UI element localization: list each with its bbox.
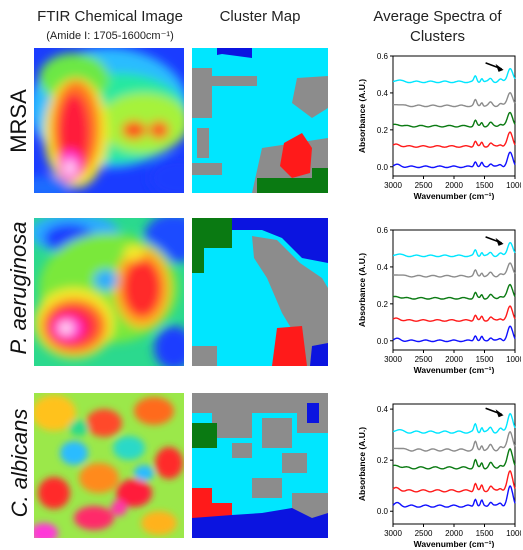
x-tick-label: 2000 [445,355,463,364]
y-tick-label: 0.4 [377,263,389,272]
spectrum-line [393,241,516,258]
y-tick-label: 0.4 [377,405,389,414]
row-label-mrsa: MRSA [6,89,31,153]
x-tick-label: 2000 [445,181,463,190]
x-tick-label: 2000 [445,529,463,538]
x-tick-label: 2500 [415,355,433,364]
x-tick-label: 3000 [384,355,402,364]
x-axis-label: Wavenumber (cm⁻¹) [414,365,495,374]
y-tick-label: 0.2 [377,456,389,465]
x-tick-label: 1500 [476,355,494,364]
arrow-head [495,409,504,418]
x-tick-label: 3000 [384,181,402,190]
y-tick-label: 0.0 [377,337,389,346]
plot-frame [392,229,516,351]
spectrum-line [392,469,516,493]
spectrum-line [392,131,516,148]
x-tick-label: 1500 [476,181,494,190]
spectrum-line [392,485,516,508]
spectrum-line [392,305,516,322]
y-tick-label: 0.2 [377,300,389,309]
cluster-map-mrsa [192,48,328,193]
y-tick-label: 0.0 [377,507,389,516]
spectrum-line [393,262,516,278]
y-axis-label: Absorbance (A.U.) [357,427,367,501]
x-tick-label: 2500 [415,181,433,190]
col1-title: FTIR Chemical Image [37,8,183,25]
x-axis-label: Wavenumber (cm⁻¹) [414,539,495,548]
col3-title-line2: Clusters [409,28,465,45]
spectrum-line [392,448,516,470]
spectra-chart-p-aeruginosa: 0.0 0.2 0.4 0.6 3000 2500 2000 1500 1000 Wavenumb… [357,226,521,374]
ftir-image-mrsa [34,48,184,193]
spectrum-line [392,111,516,128]
spectrum-line [392,325,516,343]
x-tick-label: 1000 [506,355,521,364]
y-tick-label: 0.2 [377,126,389,135]
x-axis-label: Wavenumber (cm⁻¹) [414,191,495,200]
row-label-c-albicans: C. albicans [7,408,32,518]
arrow-head [495,237,504,246]
spectrum-line [392,283,516,300]
x-tick-label: 1500 [476,529,494,538]
y-axis-label: Absorbance (A.U.) [357,253,367,327]
x-tick-label: 1000 [506,529,521,538]
y-axis-label: Absorbance (A.U.) [357,79,367,153]
x-tick-label: 1000 [506,181,521,190]
col3-title-line1: Average Spectra of [373,8,502,25]
plot-frame [392,55,516,177]
ftir-image-p-aeruginosa [34,218,184,366]
spectrum-line [393,430,516,452]
col1-subtitle: (Amide I: 1705-1600cm⁻¹) [46,30,174,42]
spectrum-line [393,91,516,108]
spectrum-line [392,412,516,434]
x-tick-label: 3000 [384,529,402,538]
arrow-head [495,63,504,72]
y-tick-label: 0.6 [377,226,389,235]
cluster-map-p-aeruginosa [192,218,328,366]
y-tick-label: 0.0 [377,163,389,172]
spectrum-line [392,151,516,169]
spectra-chart-mrsa: 0.0 0.2 0.4 0.6 3000 2500 2000 1500 1000 Wavenumb… [357,52,521,200]
plot-frame [392,403,516,525]
spectra-chart-c-albicans: 0.0 0.2 0.4 3000 2500 2000 1500 1000 Wavenumber … [357,403,521,548]
spectrum-line [393,67,516,84]
col2-title: Cluster Map [219,8,301,25]
x-tick-label: 2500 [415,529,433,538]
ftir-image-c-albicans [34,393,184,538]
y-tick-label: 0.4 [377,89,389,98]
cluster-map-c-albicans [192,393,328,538]
y-tick-label: 0.6 [377,52,389,61]
row-label-p-aeruginosa: P. aeruginosa [6,221,31,355]
